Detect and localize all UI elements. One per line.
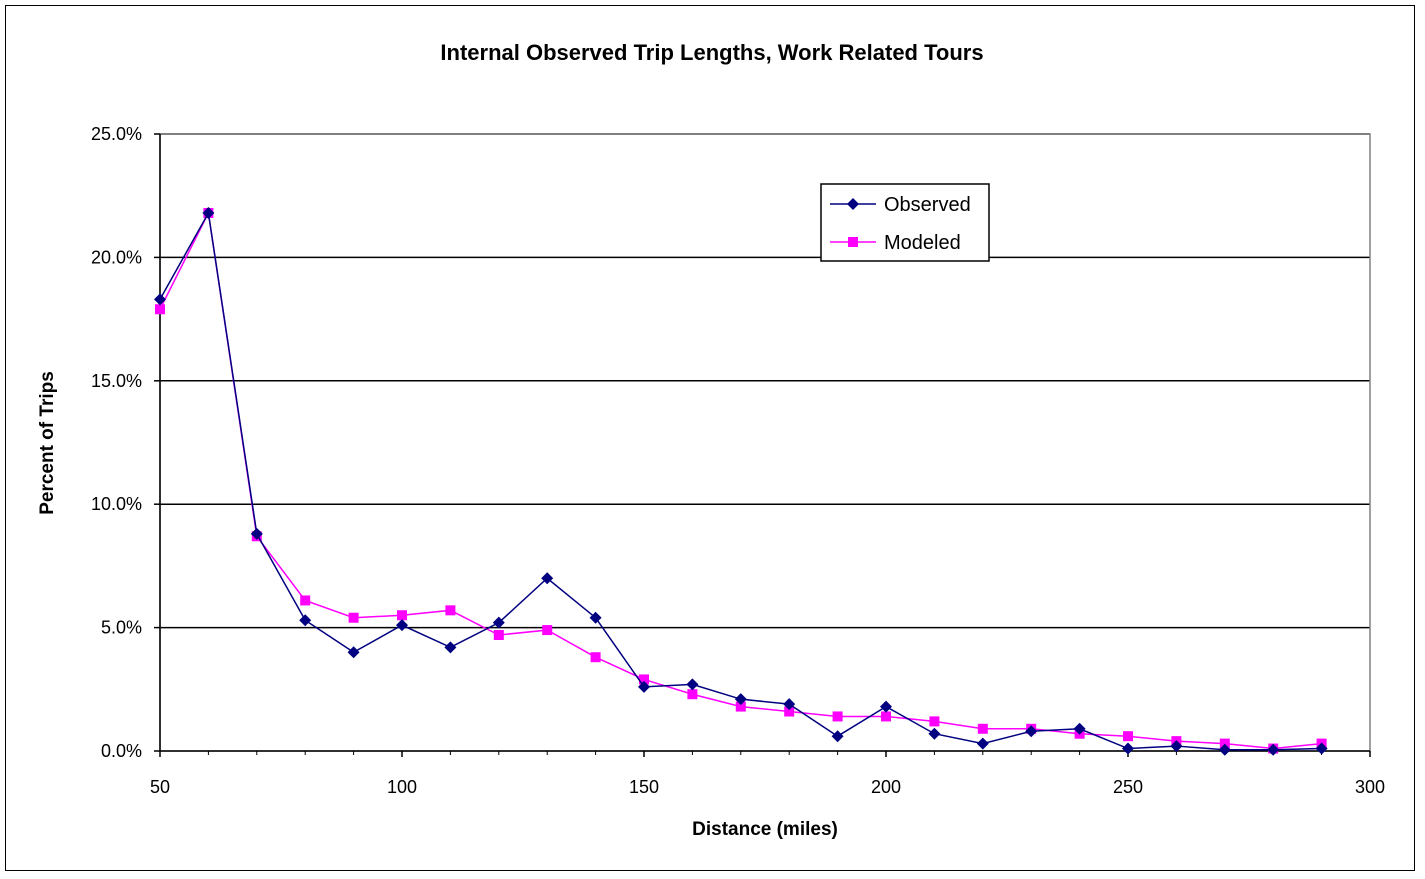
legend-observed-marker (847, 198, 859, 210)
legend-box (820, 183, 990, 262)
data-point-modeled (542, 625, 553, 636)
data-point-observed (154, 293, 166, 306)
legend-observed-label: Observed (884, 194, 971, 216)
data-point-modeled (687, 689, 698, 700)
data-point-observed (734, 693, 747, 706)
data-point-modeled (735, 701, 746, 712)
data-point-observed (638, 680, 650, 693)
legend: Observed Modeled (820, 183, 990, 262)
plot-area (159, 133, 1371, 752)
data-point-observed (444, 641, 457, 654)
data-point-observed (1218, 743, 1231, 756)
data-point-modeled (155, 304, 165, 315)
data-point-modeled (977, 723, 988, 734)
y-tick-label: 0.0% (101, 741, 142, 761)
data-point-modeled (1123, 731, 1133, 742)
data-point-modeled (397, 610, 407, 621)
data-point-observed (1315, 742, 1328, 755)
y-tick-label: 5.0% (101, 618, 142, 638)
data-point-observed (831, 730, 844, 743)
data-point-modeled (300, 595, 311, 606)
data-point-observed (347, 646, 360, 659)
y-tick-label: 10.0% (91, 494, 142, 514)
data-point-modeled (929, 716, 940, 727)
data-point-observed (686, 678, 699, 691)
data-point-modeled (881, 711, 891, 722)
x-tick-label: 300 (1355, 777, 1385, 797)
data-point-modeled (348, 612, 359, 623)
data-point-observed (1267, 743, 1280, 756)
data-point-observed (928, 727, 941, 740)
series-modeled (155, 207, 1327, 754)
y-axis-title: Percent of Trips (37, 371, 58, 515)
data-point-modeled (1219, 738, 1230, 749)
gridlines (160, 133, 1370, 629)
data-point-modeled (590, 652, 601, 663)
data-point-observed (589, 611, 602, 624)
data-point-observed (1025, 725, 1038, 738)
data-point-observed (976, 737, 989, 750)
x-tick-label: 200 (871, 777, 901, 797)
chart-frame (5, 5, 1415, 871)
data-point-observed (1122, 742, 1134, 755)
axes: 0.0% 5.0% 10.0% 15.0% 20.0% 25.0% 50 100 150 200 2… (91, 124, 1385, 797)
data-point-observed (202, 206, 215, 219)
y-tick-label: 25.0% (91, 124, 142, 144)
data-point-observed (1073, 722, 1086, 735)
data-point-observed (541, 572, 554, 585)
data-point-observed (299, 614, 312, 627)
data-point-observed (492, 616, 505, 629)
legend-modeled-marker (848, 237, 858, 247)
data-point-observed (396, 619, 408, 632)
data-point-modeled (445, 605, 456, 616)
data-point-observed (250, 527, 263, 540)
x-tick-label: 50 (150, 777, 170, 797)
series-layer (154, 206, 1328, 756)
data-point-modeled (639, 674, 649, 685)
data-point-observed (1170, 740, 1183, 753)
series-line-observed (159, 210, 1322, 751)
data-point-observed (880, 700, 892, 713)
data-point-modeled (493, 630, 504, 641)
x-tick-label: 150 (629, 777, 659, 797)
y-tick-label: 15.0% (91, 371, 142, 391)
data-point-modeled (832, 711, 843, 722)
chart-title: Internal Observed Trip Lengths, Work Rel… (440, 40, 983, 65)
legend-modeled-label: Modeled (884, 232, 961, 254)
series-line-modeled (159, 210, 1322, 750)
data-point-modeled (784, 706, 795, 717)
series-observed (154, 206, 1328, 756)
x-axis-title: Distance (miles) (692, 819, 838, 840)
x-tick-label: 250 (1113, 777, 1143, 797)
y-tick-label: 20.0% (91, 247, 142, 267)
x-tick-label: 100 (387, 777, 417, 797)
data-point-observed (783, 698, 796, 711)
